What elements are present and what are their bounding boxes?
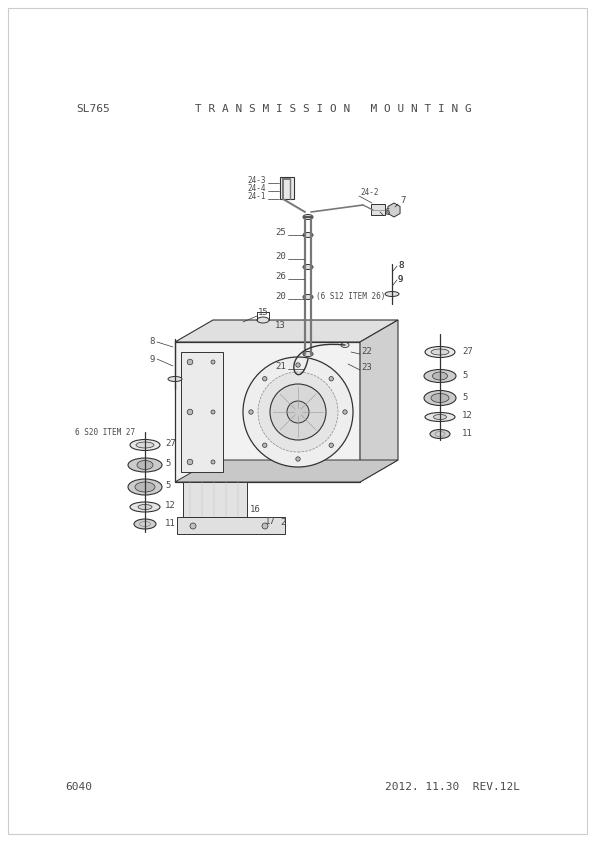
- Ellipse shape: [137, 461, 153, 470]
- Text: 2: 2: [280, 518, 286, 527]
- Ellipse shape: [424, 370, 456, 382]
- Text: 11: 11: [462, 429, 473, 438]
- Text: 8: 8: [398, 260, 403, 269]
- Text: 25: 25: [275, 228, 286, 237]
- Ellipse shape: [303, 232, 313, 237]
- Bar: [371, 204, 385, 215]
- Ellipse shape: [130, 502, 160, 512]
- Text: 9: 9: [149, 354, 155, 364]
- Bar: [280, 177, 294, 199]
- Circle shape: [296, 457, 300, 461]
- Ellipse shape: [303, 295, 313, 300]
- Text: 24-1: 24-1: [248, 192, 266, 201]
- Circle shape: [249, 410, 253, 414]
- Text: 27: 27: [165, 440, 176, 449]
- Circle shape: [211, 460, 215, 464]
- Circle shape: [343, 410, 347, 414]
- Text: 8: 8: [398, 260, 403, 269]
- Circle shape: [262, 376, 267, 381]
- Text: (6 S12 ITEM 26): (6 S12 ITEM 26): [316, 292, 386, 301]
- Text: 11: 11: [165, 519, 176, 527]
- Ellipse shape: [136, 442, 154, 448]
- Text: 20: 20: [275, 252, 286, 261]
- Circle shape: [211, 360, 215, 364]
- Ellipse shape: [168, 376, 182, 381]
- Text: 24-3: 24-3: [248, 176, 266, 185]
- Text: 6040: 6040: [65, 782, 92, 792]
- Ellipse shape: [385, 291, 399, 296]
- Text: 27: 27: [462, 347, 473, 355]
- Ellipse shape: [430, 429, 450, 439]
- Text: 5: 5: [462, 370, 468, 380]
- Text: 24-4: 24-4: [248, 184, 266, 193]
- Ellipse shape: [303, 215, 313, 220]
- Ellipse shape: [433, 372, 447, 380]
- Ellipse shape: [303, 351, 313, 356]
- Polygon shape: [183, 482, 247, 517]
- Text: 16: 16: [250, 505, 261, 514]
- Ellipse shape: [135, 482, 155, 492]
- Text: 21: 21: [275, 362, 286, 371]
- Text: 22: 22: [361, 347, 372, 356]
- Bar: [175, 342, 360, 482]
- Ellipse shape: [434, 414, 446, 419]
- Text: 12: 12: [462, 412, 473, 420]
- Text: 17: 17: [265, 517, 275, 526]
- Circle shape: [287, 401, 309, 423]
- Text: 6 S20 ITEM 27: 6 S20 ITEM 27: [75, 428, 135, 437]
- Text: 12: 12: [165, 502, 176, 510]
- Polygon shape: [177, 517, 285, 534]
- Circle shape: [270, 384, 326, 440]
- Circle shape: [211, 410, 215, 414]
- Text: 5: 5: [462, 392, 468, 402]
- Ellipse shape: [425, 347, 455, 358]
- Text: 9: 9: [398, 274, 403, 284]
- Circle shape: [329, 443, 333, 447]
- Polygon shape: [388, 203, 400, 217]
- Ellipse shape: [128, 458, 162, 472]
- Text: 26: 26: [275, 272, 286, 281]
- Ellipse shape: [431, 349, 449, 355]
- Text: SL765: SL765: [76, 104, 109, 114]
- Ellipse shape: [431, 393, 449, 402]
- Ellipse shape: [134, 519, 156, 529]
- Text: 7: 7: [400, 196, 405, 205]
- Text: 8: 8: [149, 338, 155, 347]
- Text: 13: 13: [275, 321, 286, 330]
- Ellipse shape: [303, 264, 313, 269]
- Text: 15: 15: [258, 308, 269, 317]
- Text: T R A N S M I S S I O N   M O U N T I N G: T R A N S M I S S I O N M O U N T I N G: [195, 104, 472, 114]
- Ellipse shape: [138, 504, 152, 509]
- Polygon shape: [360, 320, 398, 482]
- Circle shape: [190, 523, 196, 529]
- Ellipse shape: [257, 317, 269, 323]
- Ellipse shape: [128, 479, 162, 495]
- Text: 24-2: 24-2: [360, 188, 378, 197]
- Circle shape: [187, 360, 193, 365]
- Circle shape: [329, 376, 333, 381]
- Text: 5: 5: [165, 482, 170, 491]
- Text: 2012. 11.30  REV.12L: 2012. 11.30 REV.12L: [385, 782, 520, 792]
- Bar: [181, 352, 223, 472]
- Ellipse shape: [341, 343, 349, 348]
- Text: 6: 6: [384, 208, 389, 217]
- Ellipse shape: [130, 440, 160, 450]
- Circle shape: [262, 443, 267, 447]
- Text: 9: 9: [398, 274, 403, 284]
- Text: 5: 5: [165, 460, 170, 468]
- Text: 20: 20: [275, 292, 286, 301]
- Circle shape: [262, 523, 268, 529]
- Ellipse shape: [425, 413, 455, 422]
- Circle shape: [258, 372, 338, 452]
- Circle shape: [187, 409, 193, 415]
- Circle shape: [296, 363, 300, 367]
- Circle shape: [243, 357, 353, 467]
- Text: 23: 23: [361, 363, 372, 372]
- Polygon shape: [175, 460, 398, 482]
- Ellipse shape: [424, 391, 456, 406]
- Circle shape: [187, 459, 193, 465]
- Polygon shape: [175, 320, 398, 342]
